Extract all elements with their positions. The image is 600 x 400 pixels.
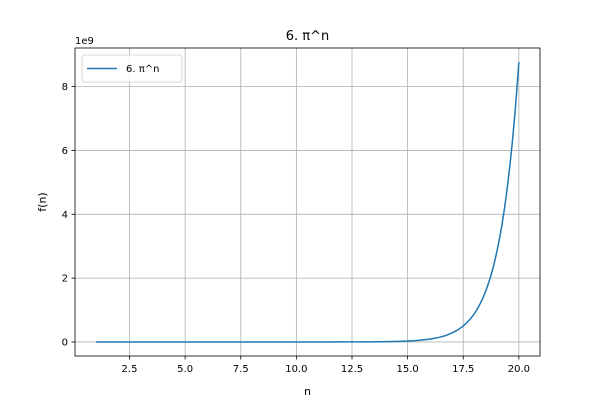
plot-area-frame [74, 47, 541, 357]
legend-entry-label: 6. π^n [126, 64, 159, 75]
y-axis-ticks: 0 2 4 6 8 [62, 82, 75, 348]
series-line-pi-n [96, 61, 520, 343]
y-tick-label: 4 [62, 210, 68, 221]
x-axis-label: n [304, 385, 311, 398]
y-tick-label: 2 [62, 274, 68, 285]
y-axis-offset-label: 1e9 [75, 36, 94, 47]
x-tick-label: 20.0 [508, 364, 530, 375]
x-tick-label: 7.5 [233, 364, 249, 375]
x-tick-label: 12.5 [341, 364, 363, 375]
x-tick-label: 17.5 [452, 364, 474, 375]
x-tick-label: 5.0 [177, 364, 193, 375]
y-tick-label: 0 [62, 337, 68, 348]
y-tick-label: 6 [62, 146, 68, 157]
y-tick-label: 8 [62, 82, 68, 93]
y-axis-label: f(n) [36, 192, 49, 211]
x-tick-label: 15.0 [396, 364, 418, 375]
x-tick-label: 10.0 [285, 364, 307, 375]
chart-title: 6. π^n [286, 29, 330, 44]
legend: 6. π^n [81, 54, 183, 83]
legend-box [81, 54, 183, 83]
x-axis-ticks: 2.5 5.0 7.5 10.0 12.5 15.0 17.5 20.0 [122, 356, 530, 375]
x-tick-label: 2.5 [122, 364, 138, 375]
